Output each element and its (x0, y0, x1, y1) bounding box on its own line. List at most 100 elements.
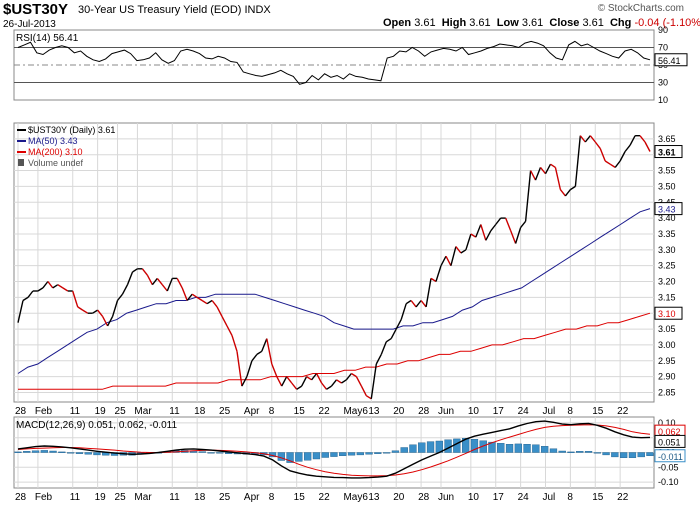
price-segment (609, 163, 616, 168)
price-last-value-box (654, 145, 683, 159)
macd-histogram-bar (277, 452, 285, 461)
price-segment (201, 299, 208, 305)
price-segment (52, 284, 59, 289)
price-segment (321, 382, 328, 390)
price-segment (445, 255, 452, 267)
price-segment (241, 376, 248, 387)
price-segment (72, 290, 79, 308)
price-tick-label: 3.55 (658, 166, 676, 176)
price-x-label: 20 (393, 406, 405, 417)
macd-histogram-bar (505, 444, 514, 453)
macd-histogram-bar (14, 451, 22, 453)
price-segment (296, 385, 303, 390)
macd-histogram-bar (611, 452, 619, 458)
price-x-label: Jul (542, 406, 555, 417)
macd-histogram-bar (23, 451, 31, 453)
price-segment (470, 233, 477, 238)
price-segment (594, 141, 601, 149)
price-segment (639, 135, 646, 143)
macd-last-value: 0.051 (658, 437, 681, 447)
macd-histogram-bar (295, 452, 303, 462)
macd-x-label: 28 (15, 492, 27, 503)
low-label: Low (496, 17, 519, 29)
price-segment (231, 335, 238, 352)
macd-x-label: 25 (219, 492, 231, 503)
price-segment (266, 338, 273, 365)
price-segment (206, 299, 213, 305)
price-segment (435, 265, 442, 282)
rsi-last-value: 56.41 (658, 56, 681, 66)
price-segment (514, 227, 522, 244)
macd-x-label: 11 (70, 492, 81, 503)
macd-x-label: 8 (269, 492, 275, 503)
price-segment (544, 163, 552, 175)
price-segment (550, 163, 556, 168)
price-segment (126, 271, 134, 285)
legend-entry: Volume undef (28, 158, 84, 168)
price-segment (256, 350, 263, 355)
price-segment (405, 299, 412, 305)
price-tick-label: 3.00 (658, 340, 676, 350)
price-segment (246, 360, 253, 377)
volume-icon (18, 159, 24, 166)
price-segment (425, 278, 432, 308)
macd-line (17, 420, 651, 479)
price-segment (415, 300, 422, 308)
price-x-label: 22 (617, 406, 629, 417)
macd-histogram-bar (374, 452, 382, 454)
price-segment (624, 144, 631, 152)
price-segment (475, 224, 482, 238)
macd-histogram-bar (356, 452, 364, 456)
price-segment (570, 185, 576, 191)
price-segment (37, 287, 44, 292)
macd-histogram-bar (497, 443, 505, 453)
price-tick-label: 3.05 (658, 324, 676, 334)
ma200-line (18, 312, 651, 390)
change-label: Chg (609, 17, 632, 29)
price-segment (311, 373, 318, 381)
ma50-line (17, 208, 651, 374)
price-segment (156, 277, 163, 286)
price-segment (121, 284, 129, 295)
price-segment (47, 281, 54, 289)
macd-histogram-bar (593, 452, 602, 454)
macd-histogram-bar (207, 452, 215, 454)
price-segment (534, 167, 542, 181)
price-segment (529, 170, 537, 181)
price-x-label: 17 (493, 406, 505, 417)
price-tick-label: 3.40 (658, 213, 676, 223)
macd-histogram-bar (637, 452, 645, 458)
low-value: 3.61 (521, 17, 544, 29)
rsi-tick-label: 90 (658, 25, 668, 35)
close-label: Close (549, 17, 580, 29)
price-segment (111, 300, 119, 317)
price-segment (564, 189, 571, 197)
price-segment (375, 354, 382, 365)
macd-histogram-bar (383, 452, 391, 454)
macd-histogram-bar (391, 450, 400, 453)
price-segment (146, 274, 154, 286)
macd-histogram-bar (479, 440, 487, 453)
price-x-label: 15 (294, 406, 306, 417)
price-x-label: May6 (343, 406, 368, 417)
rsi-title: RSI(14) 56.41 (16, 33, 79, 44)
macd-histogram-bar (426, 441, 435, 453)
price-segment (579, 135, 586, 143)
macd-x-label: 19 (95, 492, 107, 503)
price-x-label: Feb (35, 406, 53, 417)
price-segment (166, 278, 173, 292)
symbol-title: $UST30Y (3, 1, 69, 18)
macd-histogram-bar (409, 444, 417, 453)
macd-x-label: 13 (368, 492, 380, 503)
price-segment (380, 341, 387, 355)
price-x-label: 15 (592, 406, 604, 417)
price-x-label: 25 (219, 406, 231, 417)
price-segment (574, 135, 581, 187)
macd-histogram-bar (541, 446, 549, 453)
price-segment (345, 373, 352, 381)
price-segment (326, 385, 332, 390)
watermark[interactable]: © StockCharts.com (597, 3, 684, 14)
macd-histogram-bar (66, 452, 75, 454)
macd-histogram-bar (198, 451, 206, 453)
